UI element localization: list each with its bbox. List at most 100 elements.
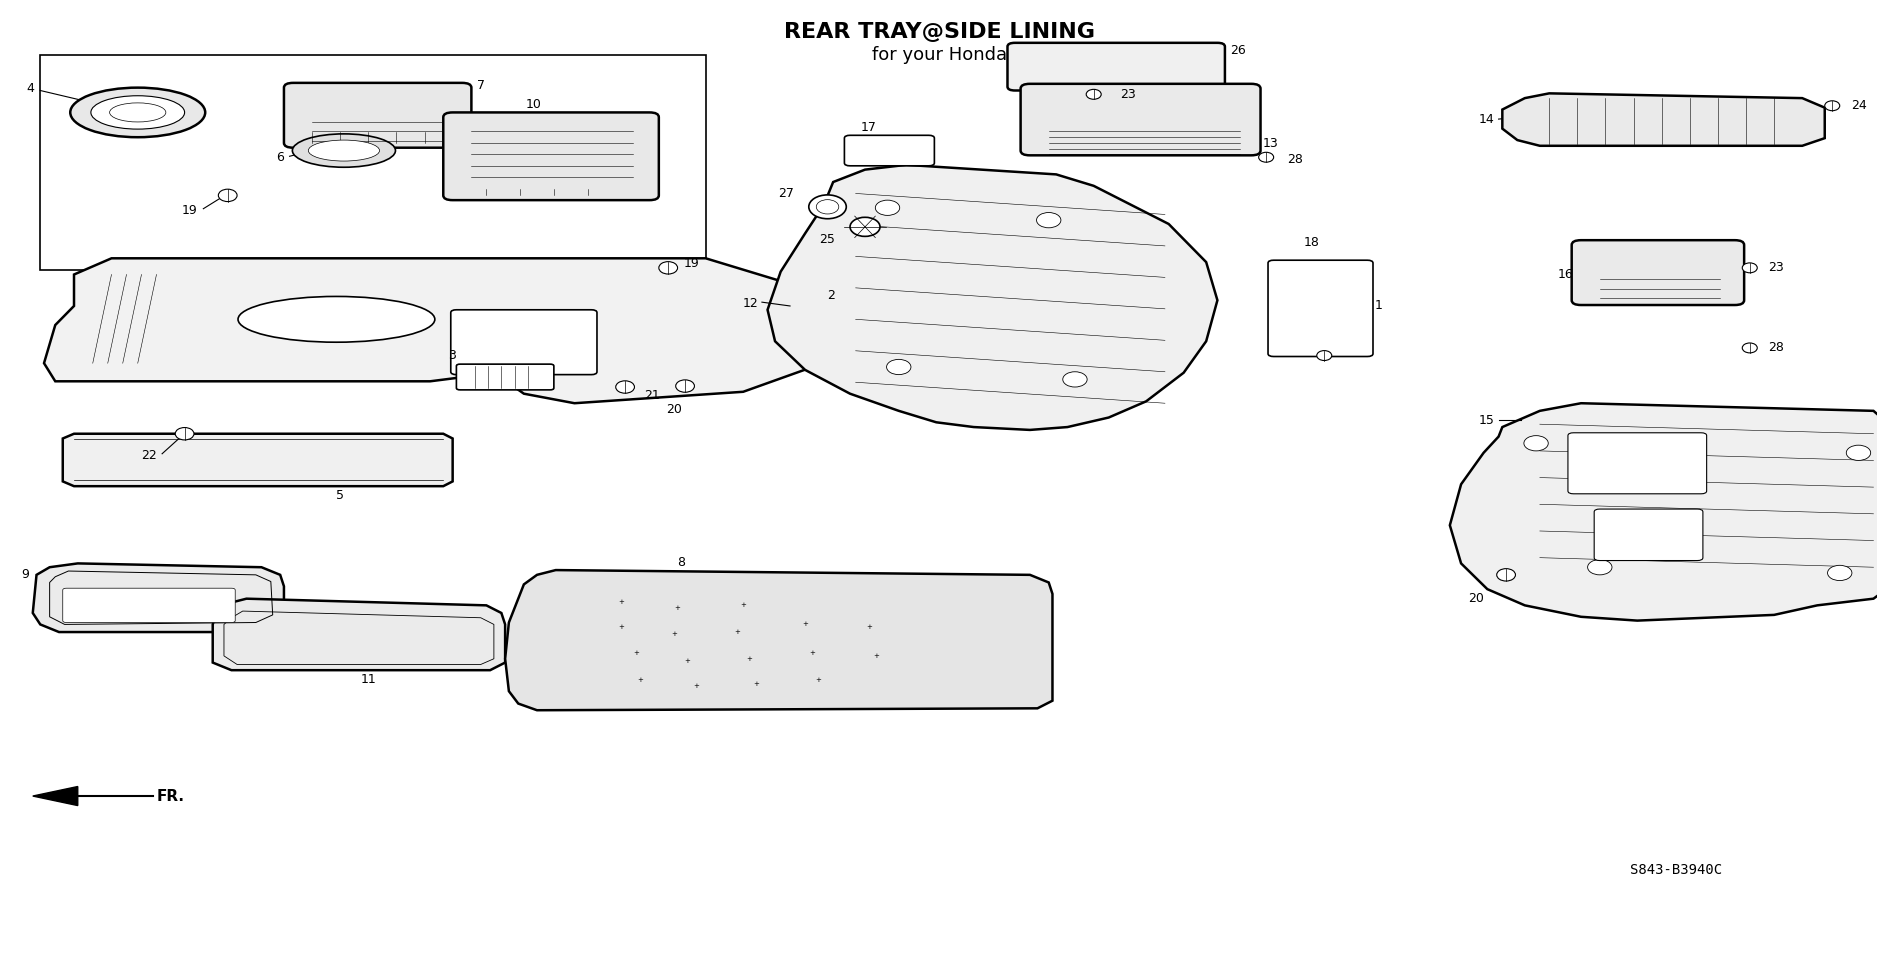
Ellipse shape xyxy=(617,381,634,393)
Text: +: + xyxy=(694,684,699,690)
Text: 3: 3 xyxy=(449,349,457,363)
Ellipse shape xyxy=(239,296,434,342)
Text: +: + xyxy=(803,621,808,627)
Text: +: + xyxy=(867,624,872,630)
Polygon shape xyxy=(43,258,812,403)
FancyBboxPatch shape xyxy=(1568,433,1707,494)
Ellipse shape xyxy=(1062,372,1087,387)
Text: 25: 25 xyxy=(820,233,835,246)
Text: +: + xyxy=(741,602,746,608)
Text: 7: 7 xyxy=(478,80,485,92)
Ellipse shape xyxy=(887,360,912,375)
Polygon shape xyxy=(32,786,77,806)
Text: +: + xyxy=(637,677,643,683)
Ellipse shape xyxy=(816,199,838,214)
Text: +: + xyxy=(684,658,690,664)
Text: 5: 5 xyxy=(337,489,344,502)
Text: +: + xyxy=(675,605,681,611)
FancyBboxPatch shape xyxy=(1594,509,1703,561)
FancyBboxPatch shape xyxy=(451,310,598,375)
FancyBboxPatch shape xyxy=(444,112,658,200)
Text: +: + xyxy=(754,682,760,688)
Bar xyxy=(39,56,705,269)
Text: +: + xyxy=(671,631,677,637)
Text: 8: 8 xyxy=(677,556,686,569)
Text: 10: 10 xyxy=(525,99,541,111)
Ellipse shape xyxy=(293,134,395,167)
Ellipse shape xyxy=(1258,152,1273,162)
Ellipse shape xyxy=(1525,435,1549,451)
Text: 6: 6 xyxy=(276,151,284,164)
FancyBboxPatch shape xyxy=(457,364,555,390)
Text: 1: 1 xyxy=(1374,299,1384,313)
Ellipse shape xyxy=(1825,101,1841,110)
Text: S843-B3940C: S843-B3940C xyxy=(1630,863,1722,877)
Ellipse shape xyxy=(1587,560,1611,574)
Text: 4: 4 xyxy=(26,82,34,95)
Text: FR.: FR. xyxy=(156,788,184,804)
Text: 17: 17 xyxy=(861,122,876,134)
Text: 24: 24 xyxy=(1852,99,1867,112)
FancyBboxPatch shape xyxy=(1267,260,1372,357)
Text: 20: 20 xyxy=(666,403,682,416)
Ellipse shape xyxy=(675,380,694,392)
FancyBboxPatch shape xyxy=(844,135,934,166)
Text: 19: 19 xyxy=(182,204,197,217)
Text: +: + xyxy=(874,653,880,659)
Text: 14: 14 xyxy=(1480,112,1495,126)
Text: 27: 27 xyxy=(778,187,793,200)
Ellipse shape xyxy=(218,189,237,201)
Text: 20: 20 xyxy=(1468,592,1483,605)
Text: REAR TRAY@SIDE LINING: REAR TRAY@SIDE LINING xyxy=(784,22,1096,42)
Text: +: + xyxy=(746,656,752,662)
Polygon shape xyxy=(212,598,506,670)
Polygon shape xyxy=(1449,403,1880,620)
Text: 18: 18 xyxy=(1303,236,1320,248)
Ellipse shape xyxy=(1087,89,1102,100)
Ellipse shape xyxy=(175,428,194,440)
Text: +: + xyxy=(634,650,639,656)
Text: 26: 26 xyxy=(1231,44,1246,57)
Ellipse shape xyxy=(1036,213,1060,228)
Text: 28: 28 xyxy=(1286,152,1303,166)
Polygon shape xyxy=(32,563,284,632)
Polygon shape xyxy=(1502,93,1825,146)
Text: 19: 19 xyxy=(682,257,699,269)
Ellipse shape xyxy=(1827,565,1852,580)
Text: +: + xyxy=(810,650,816,656)
Text: 12: 12 xyxy=(743,296,758,310)
Ellipse shape xyxy=(109,103,165,122)
Text: 23: 23 xyxy=(1769,262,1784,274)
Ellipse shape xyxy=(850,218,880,236)
Ellipse shape xyxy=(1743,263,1758,272)
Ellipse shape xyxy=(658,262,677,274)
Text: 21: 21 xyxy=(643,389,660,402)
Ellipse shape xyxy=(1316,351,1331,361)
Text: 15: 15 xyxy=(1480,414,1495,427)
FancyBboxPatch shape xyxy=(1572,240,1745,305)
Text: +: + xyxy=(735,629,741,635)
Ellipse shape xyxy=(70,87,205,137)
Ellipse shape xyxy=(808,195,846,219)
Text: 2: 2 xyxy=(827,289,835,302)
Text: 16: 16 xyxy=(1559,268,1574,281)
Polygon shape xyxy=(767,165,1218,430)
Text: for your Honda: for your Honda xyxy=(872,46,1008,63)
Ellipse shape xyxy=(1743,343,1758,353)
Text: 23: 23 xyxy=(1120,88,1136,101)
Text: +: + xyxy=(619,598,624,604)
Text: 22: 22 xyxy=(141,449,156,462)
Text: 9: 9 xyxy=(21,569,28,581)
Ellipse shape xyxy=(1846,445,1871,460)
Text: 13: 13 xyxy=(1261,137,1278,151)
Text: +: + xyxy=(619,624,624,630)
FancyBboxPatch shape xyxy=(1021,83,1260,155)
Ellipse shape xyxy=(308,140,380,161)
Polygon shape xyxy=(62,433,453,486)
FancyBboxPatch shape xyxy=(1008,43,1226,90)
Ellipse shape xyxy=(90,96,184,129)
FancyBboxPatch shape xyxy=(62,588,235,622)
Text: 11: 11 xyxy=(361,673,376,686)
Ellipse shape xyxy=(1496,569,1515,581)
Ellipse shape xyxy=(876,200,901,216)
